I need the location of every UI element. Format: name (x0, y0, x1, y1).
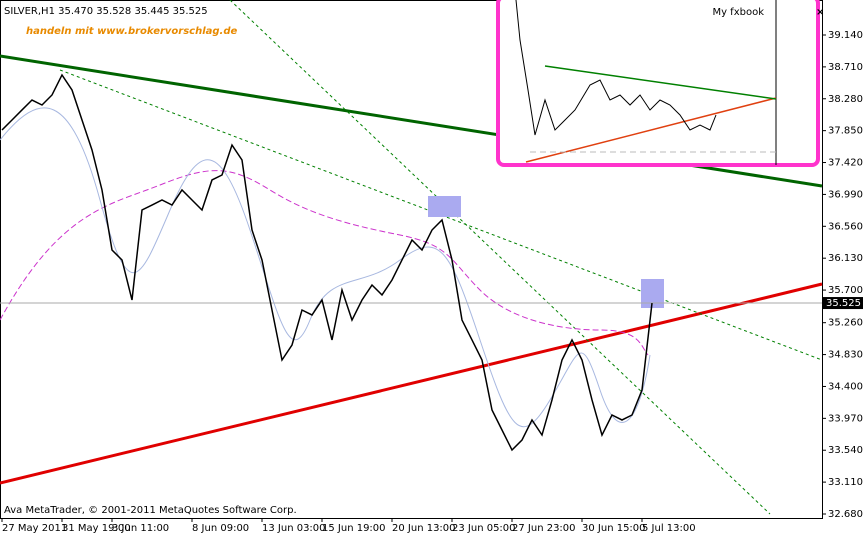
y-tick-label: 37.420 (828, 158, 863, 169)
y-tick-label: 36.560 (828, 221, 863, 232)
x-tick-label: 8 Jun 09:00 (192, 523, 249, 534)
x-tick-label: 5 Jul 13:00 (642, 523, 696, 534)
y-tick-label: 38.710 (828, 62, 863, 73)
last-price-box (823, 297, 863, 310)
y-tick-label: 38.280 (828, 94, 863, 105)
close-icon[interactable]: × (816, 7, 824, 18)
y-tick-label: 35.700 (828, 285, 863, 296)
price-line (1, 73, 653, 452)
x-tick-label: 31 May 19:00 (62, 523, 131, 534)
x-tick-label: 27 Jun 23:00 (512, 523, 576, 534)
plot-frame (0, 0, 823, 519)
y-tick-label: 33.540 (828, 445, 863, 456)
inset-label: My fxbook (712, 7, 764, 18)
y-tick-label: 37.850 (828, 126, 863, 137)
highlight-box (641, 279, 664, 308)
y-tick-label: 33.970 (828, 413, 863, 424)
y-tick-label: 32.680 (828, 509, 863, 520)
moving-average (0, 107, 651, 428)
x-tick-label: 30 Jun 15:00 (582, 523, 646, 534)
inset-price (515, 0, 717, 136)
trend-line (59, 69, 823, 361)
x-tick-label: 13 Jun 03:00 (262, 523, 326, 534)
moving-average (0, 170, 649, 356)
y-tick-label: 33.110 (828, 477, 863, 488)
x-tick-label: 15 Jun 19:00 (322, 523, 386, 534)
y-tick-label: 34.400 (828, 381, 863, 392)
chart-title: SILVER,H1 35.470 35.528 35.445 35.525 (4, 6, 208, 17)
last-price-label: 35.525 (826, 298, 861, 309)
y-tick-label: 36.130 (828, 253, 863, 264)
inset-trend (544, 65, 777, 100)
x-tick-label: 20 Jun 13:00 (392, 523, 456, 534)
x-tick-label: 3 Jun 11:00 (112, 523, 169, 534)
trend-line (0, 282, 823, 485)
x-tick-label: 23 Jun 05:00 (452, 523, 516, 534)
y-tick-label: 34.830 (828, 350, 863, 361)
y-tick-label: 36.990 (828, 189, 863, 200)
y-tick-label: 39.140 (828, 30, 863, 41)
y-tick-label: 35.260 (828, 318, 863, 329)
copyright: Ava MetaTrader, © 2001-2011 MetaQuotes S… (4, 505, 297, 516)
trend-line (229, 0, 771, 515)
highlight-box (428, 196, 461, 217)
inset-trend (525, 97, 777, 163)
watermark: handeln mit www.brokervorschlag.de (26, 26, 238, 37)
x-tick-label: 27 May 2011 (2, 523, 67, 534)
